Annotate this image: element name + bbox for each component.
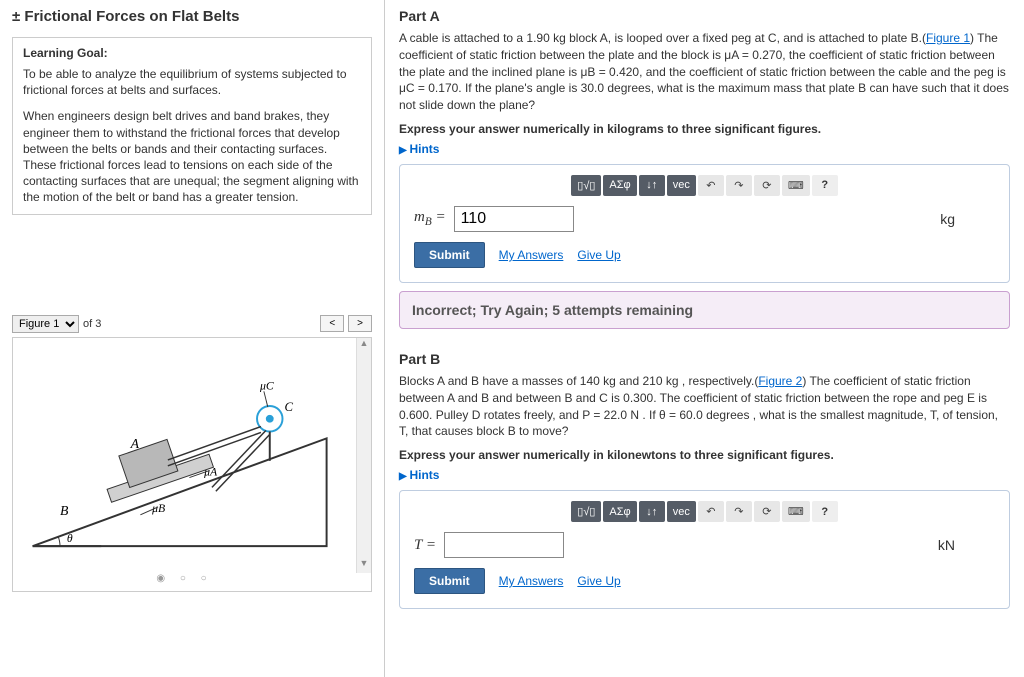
part-a-instr: Express your answer numerically in kilog…	[399, 122, 1010, 136]
part-a-head: Part A	[399, 8, 1010, 24]
svg-text:B: B	[60, 502, 69, 517]
figure-select[interactable]: Figure 1	[12, 315, 79, 333]
part-a-answer-panel: ▯√▯ ΑΣφ ↓↑ vec ↶ ↷ ⟳ ⌨ ? mB = kg Submit …	[399, 164, 1010, 283]
part-a-text-1: A cable is attached to a 1.90 kg block A…	[399, 31, 926, 45]
part-b-hints[interactable]: Hints	[399, 468, 1010, 482]
scroll-down-icon[interactable]: ▼	[357, 558, 371, 573]
figure-scrollbar[interactable]: ▲ ▼	[356, 338, 371, 573]
part-b-give-up-link[interactable]: Give Up	[577, 574, 620, 588]
part-a-submit-button[interactable]: Submit	[414, 242, 485, 268]
part-a-give-up-link[interactable]: Give Up	[577, 248, 620, 262]
tool-template-icon[interactable]: ▯√▯	[571, 501, 601, 522]
tool-help-icon[interactable]: ?	[812, 175, 838, 196]
part-b-instr: Express your answer numerically in kilon…	[399, 448, 1010, 462]
part-b-var: T =	[414, 537, 436, 554]
figure-1-link[interactable]: Figure 1	[926, 31, 970, 45]
tool-keyboard-icon[interactable]: ⌨	[782, 175, 810, 196]
figure-box: A B C θ μA μB μC ▲ ▼ ◉ ○ ○	[12, 337, 372, 592]
figure-prev-button[interactable]: <	[320, 315, 344, 332]
tool-subsup-icon[interactable]: ↓↑	[639, 175, 665, 196]
tool-redo-icon[interactable]: ↷	[726, 175, 752, 196]
part-b-head: Part B	[399, 351, 1010, 367]
figure-2-link[interactable]: Figure 2	[758, 374, 802, 388]
part-b-my-answers-link[interactable]: My Answers	[499, 574, 564, 588]
scroll-up-icon[interactable]: ▲	[357, 338, 371, 353]
svg-text:μB: μB	[151, 501, 165, 514]
figure-dots[interactable]: ◉ ○ ○	[13, 573, 356, 591]
tool-reset-icon[interactable]: ⟳	[754, 501, 780, 522]
goal-para-2: When engineers design belt drives and ba…	[23, 108, 361, 205]
part-a-hints[interactable]: Hints	[399, 142, 1010, 156]
formula-toolbar-b: ▯√▯ ΑΣφ ↓↑ vec ↶ ↷ ⟳ ⌨ ?	[414, 501, 995, 522]
part-b-text-1: Blocks A and B have a masses of 140 kg a…	[399, 374, 758, 388]
figure-next-button[interactable]: >	[348, 315, 372, 332]
part-b: Part B Blocks A and B have a masses of 1…	[399, 351, 1010, 609]
figure-diagram: A B C θ μA μB μC	[13, 338, 356, 573]
tool-keyboard-icon[interactable]: ⌨	[782, 501, 810, 522]
tool-greek-icon[interactable]: ΑΣφ	[603, 501, 636, 522]
svg-text:θ: θ	[67, 532, 73, 545]
svg-text:μC: μC	[259, 379, 274, 392]
tool-vec-icon[interactable]: vec	[667, 501, 696, 522]
formula-toolbar-a: ▯√▯ ΑΣφ ↓↑ vec ↶ ↷ ⟳ ⌨ ?	[414, 175, 995, 196]
part-a-var: mB =	[414, 209, 446, 228]
tool-reset-icon[interactable]: ⟳	[754, 175, 780, 196]
part-b-submit-button[interactable]: Submit	[414, 568, 485, 594]
part-b-text: Blocks A and B have a masses of 140 kg a…	[399, 373, 1010, 440]
part-a-unit: kg	[940, 211, 955, 227]
tool-vec-icon[interactable]: vec	[667, 175, 696, 196]
part-b-unit: kN	[938, 537, 955, 553]
part-a-input[interactable]	[454, 206, 574, 232]
tool-subsup-icon[interactable]: ↓↑	[639, 501, 665, 522]
part-a-my-answers-link[interactable]: My Answers	[499, 248, 564, 262]
tool-template-icon[interactable]: ▯√▯	[571, 175, 601, 196]
goal-label: Learning Goal:	[23, 46, 361, 60]
figure-nav: Figure 1 of 3 < >	[12, 315, 372, 333]
svg-text:C: C	[284, 399, 293, 413]
part-a-text: A cable is attached to a 1.90 kg block A…	[399, 30, 1010, 114]
learning-goal-box: Learning Goal: To be able to analyze the…	[12, 37, 372, 215]
part-a: Part A A cable is attached to a 1.90 kg …	[399, 8, 1010, 329]
part-a-feedback: Incorrect; Try Again; 5 attempts remaini…	[399, 291, 1010, 329]
tool-greek-icon[interactable]: ΑΣφ	[603, 175, 636, 196]
tool-help-icon[interactable]: ?	[812, 501, 838, 522]
part-b-answer-panel: ▯√▯ ΑΣφ ↓↑ vec ↶ ↷ ⟳ ⌨ ? T = kN Submit M…	[399, 490, 1010, 609]
svg-text:A: A	[130, 436, 140, 451]
page-title: ± Frictional Forces on Flat Belts	[12, 8, 372, 25]
part-b-input[interactable]	[444, 532, 564, 558]
tool-undo-icon[interactable]: ↶	[698, 175, 724, 196]
tool-undo-icon[interactable]: ↶	[698, 501, 724, 522]
tool-redo-icon[interactable]: ↷	[726, 501, 752, 522]
figure-count: of 3	[83, 318, 101, 330]
goal-para-1: To be able to analyze the equilibrium of…	[23, 66, 361, 98]
